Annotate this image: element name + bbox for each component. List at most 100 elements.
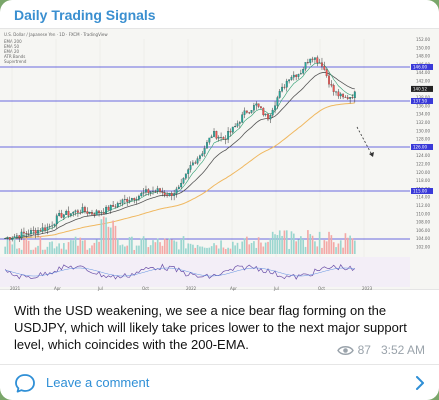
candle-body [30,230,32,235]
volume-bar [194,247,197,254]
volume-bar [182,236,185,254]
chart-image[interactable]: U.S. Dollar / Japanese Yen · 1D · FXCM ·… [0,28,439,291]
candle-body [128,200,131,202]
candle-body [62,214,65,218]
candle-body [215,131,218,139]
leave-comment-button[interactable]: Leave a comment [0,365,439,400]
candle-body [170,193,173,196]
indicator-signal-line [5,267,355,277]
candle-body [161,191,164,193]
candle-body [255,103,258,106]
volume-bar [199,246,201,254]
volume-bar [335,247,337,254]
chevron-right-icon [416,375,424,390]
volume-bar [138,245,140,254]
candle-body [342,93,345,98]
candle-body [206,142,208,149]
candle-body [325,69,328,76]
volume-bar [140,238,143,254]
x-axis: 2021 Apr Jul Oct 2022 Apr Jul Oct 2023 [10,286,373,291]
price-tag-box [411,188,433,194]
volume-bar [159,242,161,254]
candle-body [147,189,150,193]
candle-body [133,198,136,200]
volume-bar [86,249,89,254]
y-tick-label: 142.00 [416,79,430,84]
volume-bar [267,241,269,254]
candle-body [236,123,239,127]
candle-body [69,213,72,216]
volume-bar [93,242,96,254]
candle-body [67,210,70,216]
volume-bar [133,249,136,254]
volume-bar [166,239,168,254]
volume-bar [18,248,21,254]
volume-bar [102,216,105,254]
candle-body [222,136,225,140]
x-tick-label: Oct [318,286,325,291]
candle-body [175,188,178,194]
volume-bar [189,243,192,254]
volume-bar [278,230,281,254]
volume-bar [321,247,323,254]
volume-bar [187,243,190,254]
x-tick-label: Jul [273,286,279,291]
candle-body [60,212,63,218]
candle-body [25,233,28,234]
volume-bar [77,245,79,254]
y-tick-label: 144.00 [416,70,430,75]
y-tick-label: 150.00 [416,45,430,50]
volume-bar [241,241,244,254]
volume-bar [281,235,283,254]
volume-bar [213,243,215,254]
volume-bar [276,235,279,254]
candle-body [15,235,18,237]
volume-bar [121,244,124,254]
volume-bar [55,246,58,254]
volume-bar [109,227,112,254]
candle-body [346,97,349,99]
price-tag-label: 146.00 [413,65,427,70]
candle-body [138,195,140,200]
channel-name[interactable]: Daily Trading Signals [14,7,156,23]
candle-body [335,91,337,93]
candle-body [292,74,295,78]
volume-bar [339,240,342,254]
candle-body [166,194,169,196]
candle-body [182,178,185,184]
volume-bar [91,245,93,254]
y-tick-label: 134.00 [416,112,430,117]
candle-body [245,110,248,113]
candle-body [285,80,288,88]
candle-body [8,237,11,240]
candle-body [311,58,314,60]
volume-bar [70,240,72,254]
volume-bar [246,236,248,254]
volume-bar [260,242,262,254]
y-tick-label: 132.00 [416,120,430,125]
volume-bar [119,245,121,254]
volume-bar [316,246,319,254]
candle-body [95,210,98,216]
volume-bar [344,233,347,254]
volume-bar [285,230,288,254]
volume-bar [224,249,227,254]
candle-body [46,226,49,231]
x-tick-label: 2022 [186,286,197,291]
volume-bar [222,247,225,254]
candle-body [140,193,143,197]
volume-bar [27,240,30,254]
candle-body [213,131,215,137]
message-meta: 87 3:52 AM [336,343,425,357]
volume-bar [175,241,178,254]
candle-body [126,199,129,202]
candle-body [135,199,138,201]
candle-body [81,207,84,213]
candle-body [321,62,323,67]
candle-body [281,86,284,92]
volume-bar [25,237,28,254]
x-tick-label: Jul [97,286,103,291]
candle-body [6,237,9,239]
candle-body [231,126,234,133]
